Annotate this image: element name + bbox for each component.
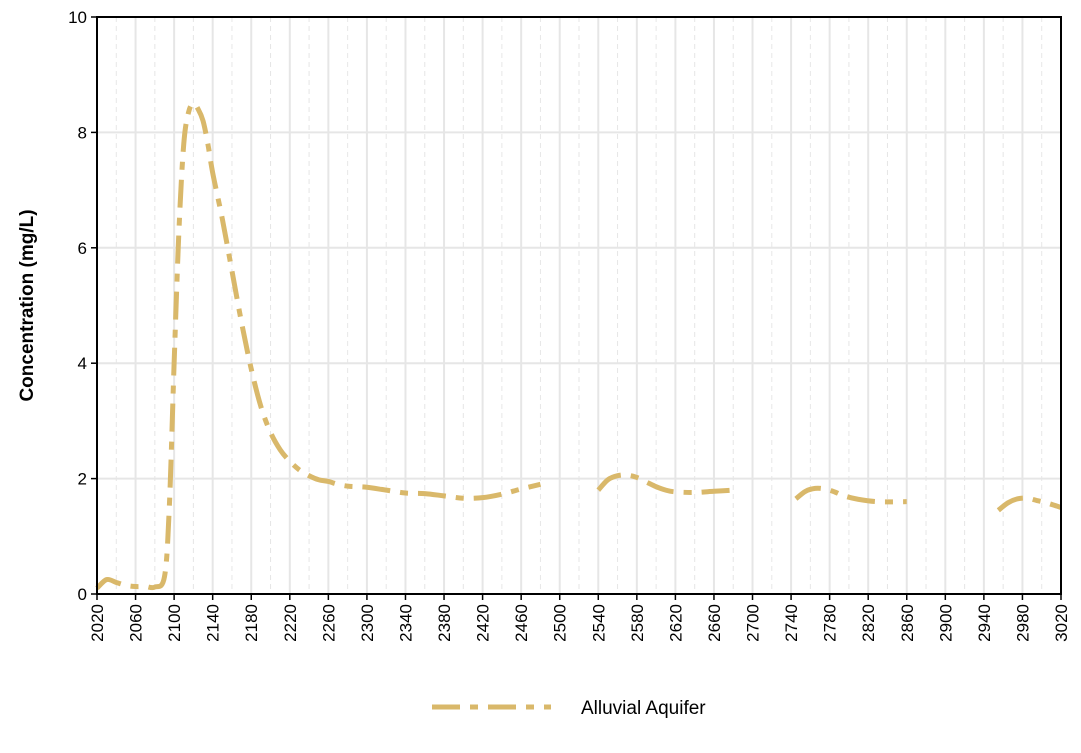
y-tick-label: 4 <box>78 354 87 373</box>
x-tick-label: 2860 <box>898 604 917 642</box>
x-tick-label: 2460 <box>512 604 531 642</box>
x-tick-label: 2220 <box>281 604 300 642</box>
x-tick-label: 2300 <box>358 604 377 642</box>
x-tick-label: 2180 <box>242 604 261 642</box>
legend-label: Alluvial Aquifer <box>581 698 706 719</box>
legend: Alluvial Aquifer <box>432 698 706 719</box>
y-axis-ticks: 0 2 4 6 8 10 <box>68 8 97 604</box>
x-tick-label: 2100 <box>165 604 184 642</box>
x-tick-label: 2060 <box>127 604 146 642</box>
series-line-alluvial-aquifer <box>794 485 907 505</box>
y-tick-label: 2 <box>78 470 87 489</box>
series-line-alluvial-aquifer <box>596 472 734 495</box>
x-axis-ticks: 2020 2060 2100 2140 2180 2220 2260 2300 2340 2380… <box>88 594 1071 642</box>
x-tick-label: 2620 <box>666 604 685 642</box>
x-tick-label: 3020 <box>1052 604 1071 642</box>
x-tick-label: 2820 <box>859 604 878 642</box>
x-tick-label: 2500 <box>551 604 570 642</box>
x-tick-label: 2900 <box>936 604 955 642</box>
x-tick-label: 2420 <box>474 604 493 642</box>
x-tick-label: 2660 <box>705 604 724 642</box>
x-tick-label: 2020 <box>88 604 107 642</box>
grid-lines <box>96 16 1062 595</box>
x-tick-label: 2380 <box>435 604 454 642</box>
y-axis-title: Concentration (mg/L) <box>17 209 38 401</box>
x-tick-label: 2740 <box>782 604 801 642</box>
x-tick-label: 2780 <box>821 604 840 642</box>
y-tick-label: 8 <box>78 123 87 142</box>
x-tick-label: 2260 <box>319 604 338 642</box>
y-tick-label: 6 <box>78 239 87 258</box>
x-tick-label: 2980 <box>1013 604 1032 642</box>
series-line-alluvial-aquifer <box>996 495 1062 513</box>
x-tick-label: 2940 <box>975 604 994 642</box>
series-lines <box>95 101 1062 591</box>
plot-frame <box>96 16 1062 595</box>
x-tick-label: 2540 <box>589 604 608 642</box>
y-tick-label: 0 <box>78 585 87 604</box>
x-tick-label: 2580 <box>628 604 647 642</box>
series-line-alluvial-aquifer <box>95 101 542 591</box>
x-tick-label: 2700 <box>744 604 763 642</box>
y-tick-label: 10 <box>68 8 87 27</box>
x-tick-label: 2140 <box>204 604 223 642</box>
x-tick-label: 2340 <box>396 604 415 642</box>
